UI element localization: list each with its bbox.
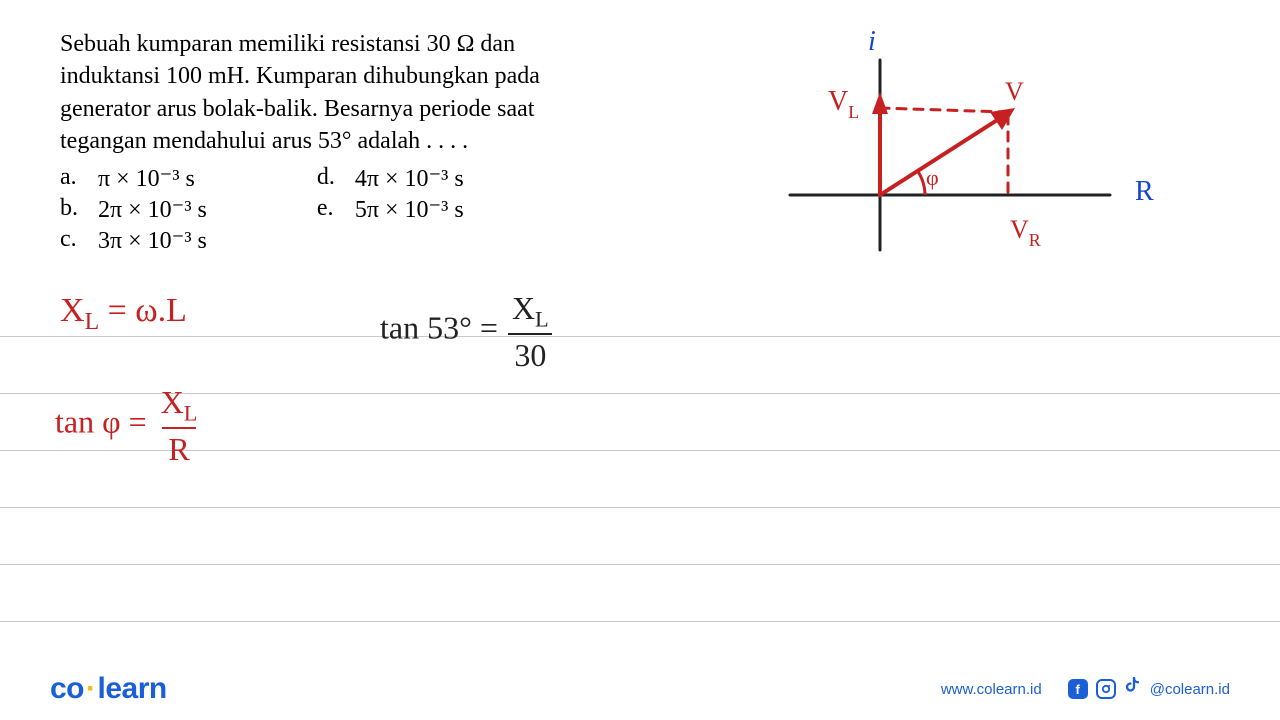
- question-text: Sebuah kumparan memiliki resistansi 30 Ω…: [60, 28, 660, 158]
- label-R: R: [1135, 176, 1154, 207]
- label-V: V: [1005, 77, 1024, 106]
- options-col-right: d.4π × 10⁻³ s e.5π × 10⁻³ s: [317, 164, 464, 255]
- footer-handle: @colearn.id: [1150, 681, 1230, 698]
- question-line: Sebuah kumparan memiliki resistansi 30 Ω…: [60, 28, 660, 60]
- social-icons: f @colearn.id: [1068, 676, 1230, 702]
- footer-url: www.colearn.id: [941, 681, 1042, 698]
- options-col-left: a.π × 10⁻³ s b.2π × 10⁻³ s c.3π × 10⁻³ s: [60, 164, 207, 255]
- label-i: i: [868, 26, 876, 57]
- option-d: d.4π × 10⁻³ s: [317, 164, 464, 193]
- facebook-icon: f: [1068, 679, 1088, 699]
- hw-eq1: XL = ω.L: [60, 292, 187, 336]
- option-a: a.π × 10⁻³ s: [60, 164, 207, 193]
- footer: co·learn www.colearn.id f @colearn.id: [0, 658, 1280, 720]
- option-c: c.3π × 10⁻³ s: [60, 226, 207, 255]
- label-VR: VR: [1010, 215, 1041, 250]
- hw-eq2: tan φ = XL R: [55, 386, 203, 465]
- option-b: b.2π × 10⁻³ s: [60, 195, 207, 224]
- phasor-diagram: i R VL V VR φ: [780, 20, 1200, 270]
- question-line: generator arus bolak-balik. Besarnya per…: [60, 93, 660, 125]
- brand-logo: co·learn: [50, 672, 167, 706]
- question-line: tegangan mendahului arus 53° adalah . . …: [60, 125, 660, 157]
- option-e: e.5π × 10⁻³ s: [317, 195, 464, 224]
- hw-eq3: tan 53° = XL 30: [380, 292, 555, 371]
- footer-right: www.colearn.id f @colearn.id: [941, 676, 1230, 702]
- label-VL: VL: [828, 86, 859, 122]
- tiktok-icon: [1124, 676, 1142, 702]
- instagram-icon: [1096, 679, 1116, 699]
- question-line: induktansi 100 mH. Kumparan dihubungkan …: [60, 60, 660, 92]
- label-phi: φ: [926, 165, 939, 190]
